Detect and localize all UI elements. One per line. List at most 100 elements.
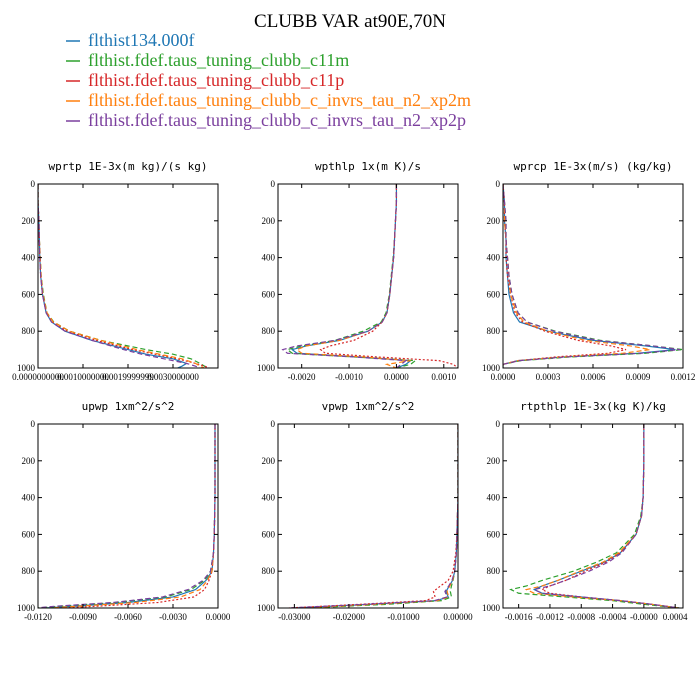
x-tick-label: -0.0004 <box>599 612 627 622</box>
x-tick-label: -0.0016 <box>505 612 533 622</box>
y-tick-label: 400 <box>487 493 501 503</box>
series-line <box>38 424 216 608</box>
x-tick-label: 0.0003 <box>536 372 561 382</box>
x-tick-label: 0.0010 <box>431 372 456 382</box>
series-line <box>38 184 201 368</box>
y-tick-label: 400 <box>262 253 276 263</box>
y-tick-label: 400 <box>22 493 36 503</box>
y-tick-label: 800 <box>22 326 36 336</box>
x-tick-label: 0.0000000000 <box>12 372 64 382</box>
y-tick-label: 800 <box>487 326 501 336</box>
y-tick-label: 400 <box>487 253 501 263</box>
y-tick-label: 1000 <box>257 603 276 613</box>
y-tick-label: 0 <box>496 179 501 189</box>
chart-panel: upwp 1xm^2/s^2 0 200 400 600 800 1000-0.0120 -0… <box>17 400 231 622</box>
series-line <box>288 424 458 608</box>
series-group <box>509 424 680 608</box>
y-tick-label: 800 <box>262 326 276 336</box>
x-tick-label: -0.0008 <box>567 612 595 622</box>
y-tick-label: 400 <box>22 253 36 263</box>
x-tick-label: -0.0020 <box>288 372 316 382</box>
panel-title: wpthlp 1x(m K)/s <box>315 160 421 173</box>
series-line <box>524 424 680 608</box>
plot-frame <box>277 423 459 609</box>
legend-label: flthist.fdef.taus_tuning_clubb_c_invrs_t… <box>88 110 466 130</box>
y-tick-label: 800 <box>262 566 276 576</box>
series-line <box>503 184 627 368</box>
x-tick-label: -0.0010 <box>335 372 363 382</box>
y-tick-label: 800 <box>22 566 36 576</box>
series-line <box>294 424 458 608</box>
y-tick-label: 600 <box>262 529 276 539</box>
legend: flthist134.000fflthist.fdef.taus_tuning_… <box>66 30 471 130</box>
x-tick-label: 0.00000 <box>443 612 473 622</box>
y-tick-label: 0 <box>271 179 276 189</box>
x-tick-label: 0.0006 <box>581 372 606 382</box>
series-line <box>45 424 216 608</box>
x-tick-label: 0.0019999999 <box>102 372 154 382</box>
panel-title: wprtp 1E-3x(m kg)/(s kg) <box>49 160 208 173</box>
series-line <box>38 184 188 368</box>
y-tick-label: 600 <box>487 529 501 539</box>
x-tick-label: 0.0010000000 <box>57 372 109 382</box>
x-tick-label: -0.0090 <box>69 612 97 622</box>
y-tick-label: 400 <box>262 493 276 503</box>
panel-title: wprcp 1E-3x(m/s) (kg/kg) <box>514 160 673 173</box>
y-tick-label: 0 <box>31 419 36 429</box>
series-group <box>281 184 458 368</box>
panel-title: vpwp 1xm^2/s^2 <box>322 400 415 413</box>
series-line <box>503 184 651 368</box>
legend-label: flthist.fdef.taus_tuning_clubb_c11m <box>88 50 349 70</box>
y-tick-label: 600 <box>22 289 36 299</box>
series-line <box>509 424 680 608</box>
series-group <box>38 184 210 368</box>
series-line <box>503 184 681 368</box>
x-tick-label: -0.0012 <box>536 612 564 622</box>
y-tick-label: 0 <box>31 179 36 189</box>
x-tick-label: -0.0000 <box>630 612 658 622</box>
series-group <box>38 424 216 608</box>
x-tick-label: 0.0000 <box>206 612 231 622</box>
chart-panel: wprtp 1E-3x(m kg)/(s kg) 0 200 400 600 800 100… <box>12 160 219 382</box>
y-tick-label: 200 <box>487 456 501 466</box>
x-tick-label: 0.0000 <box>491 372 516 382</box>
series-line <box>38 184 210 368</box>
y-tick-label: 600 <box>487 289 501 299</box>
series-line <box>540 424 680 608</box>
x-tick-label: 0.0012 <box>671 372 696 382</box>
legend-label: flthist134.000f <box>88 30 195 50</box>
x-tick-label: -0.0060 <box>114 612 142 622</box>
y-tick-label: 800 <box>487 566 501 576</box>
series-line <box>38 184 210 368</box>
panel-title: rtpthlp 1E-3x(kg K)/kg <box>520 400 666 413</box>
series-line <box>38 184 205 368</box>
y-tick-label: 200 <box>487 216 501 226</box>
series-line <box>49 424 216 608</box>
series-line <box>299 424 458 608</box>
plot-frame <box>37 183 219 369</box>
y-tick-label: 1000 <box>257 363 276 373</box>
chart-panel: rtpthlp 1E-3x(kg K)/kg02004006008001000-… <box>482 400 688 622</box>
x-tick-label: -0.0120 <box>24 612 52 622</box>
y-tick-label: 600 <box>22 529 36 539</box>
x-tick-label: 0.0030000000 <box>147 372 199 382</box>
y-tick-label: 0 <box>496 419 501 429</box>
x-tick-label: 0.0000 <box>384 372 409 382</box>
series-group <box>503 184 683 368</box>
plot-frame <box>37 423 219 609</box>
panels: wprtp 1E-3x(m kg)/(s kg) 0 200 400 600 800 100… <box>12 160 695 622</box>
legend-label: flthist.fdef.taus_tuning_clubb_c_invrs_t… <box>88 90 471 110</box>
y-tick-label: 0 <box>271 419 276 429</box>
x-tick-label: 0.0009 <box>626 372 651 382</box>
y-tick-label: 200 <box>262 216 276 226</box>
series-group <box>288 424 458 608</box>
x-tick-label: -0.02000 <box>333 612 366 622</box>
y-tick-label: 1000 <box>482 603 501 613</box>
y-tick-label: 200 <box>262 456 276 466</box>
y-tick-label: 1000 <box>17 603 36 613</box>
x-tick-label: -0.01000 <box>387 612 420 622</box>
figure-title: CLUBB VAR at90E,70N <box>254 11 446 32</box>
series-line <box>281 184 408 368</box>
series-line <box>305 424 458 608</box>
